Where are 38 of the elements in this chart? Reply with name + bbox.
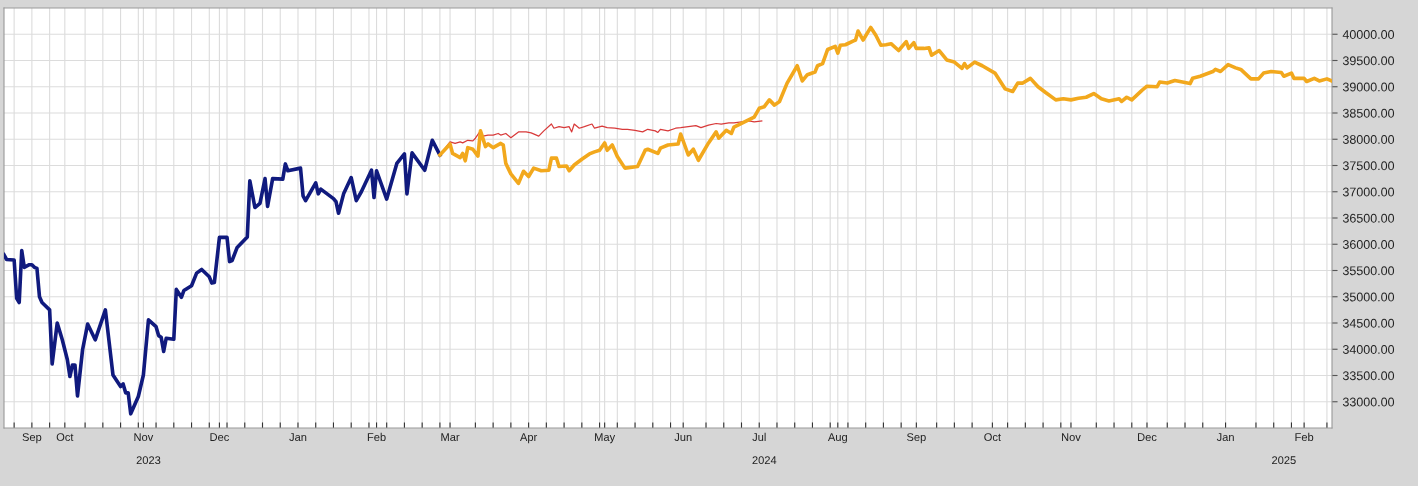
x2-tick-label: 2025 bbox=[1272, 456, 1296, 465]
y-tick-label: 39000.00 bbox=[1342, 82, 1395, 92]
x-tick-label: Jul bbox=[752, 432, 766, 442]
y-tick-label: 34500.00 bbox=[1342, 318, 1395, 328]
y-tick-label: 36000.00 bbox=[1342, 240, 1395, 249]
x-tick-label: Nov bbox=[1061, 433, 1081, 442]
y-tick-label: 39500.00 bbox=[1342, 56, 1395, 66]
y-tick-label: 38000.00 bbox=[1342, 135, 1395, 144]
x-tick-label: Nov bbox=[134, 433, 154, 442]
x-tick-label: Oct bbox=[984, 433, 1001, 442]
x-tick-label: Dec bbox=[1138, 433, 1157, 442]
y-tick-label: 33500.00 bbox=[1342, 371, 1395, 381]
x-tick-label: Jan bbox=[289, 433, 307, 442]
x2-tick-label: 2024 bbox=[752, 456, 777, 465]
y-tick-label: 40000.00 bbox=[1342, 30, 1395, 39]
y-tick-label: 33000.00 bbox=[1342, 397, 1395, 407]
line-series bbox=[4, 138, 442, 416]
x-tick-label: Aug bbox=[827, 433, 847, 444]
y-tick-label: 38500.00 bbox=[1342, 108, 1395, 118]
x-tick-label: Dec bbox=[210, 433, 230, 442]
x-tick-label: Jan bbox=[1216, 433, 1234, 442]
x-tick-label: Mar bbox=[441, 433, 460, 442]
line-series bbox=[438, 25, 1332, 186]
x-tick-label: Apr bbox=[519, 433, 538, 444]
x-tick-label: Sep bbox=[906, 433, 926, 444]
y-tick-label: 36500.00 bbox=[1342, 213, 1395, 223]
y-tick-label: 35000.00 bbox=[1342, 292, 1395, 302]
y-tick-label: 35500.00 bbox=[1342, 266, 1395, 276]
x-tick-label: May bbox=[595, 433, 616, 444]
y-tick-label: 34000.00 bbox=[1342, 345, 1395, 354]
x-tick-label: Jun bbox=[674, 433, 692, 442]
x2-tick-label: 2023 bbox=[136, 456, 161, 465]
x-tick-label: Oct bbox=[56, 433, 74, 442]
y-tick-label: 37000.00 bbox=[1342, 187, 1395, 197]
x-tick-label: Feb bbox=[367, 432, 386, 442]
y-tick-label: 37500.00 bbox=[1342, 161, 1395, 171]
x-tick-label: Feb bbox=[1295, 432, 1314, 442]
x-tick-label: Sep bbox=[22, 433, 42, 444]
